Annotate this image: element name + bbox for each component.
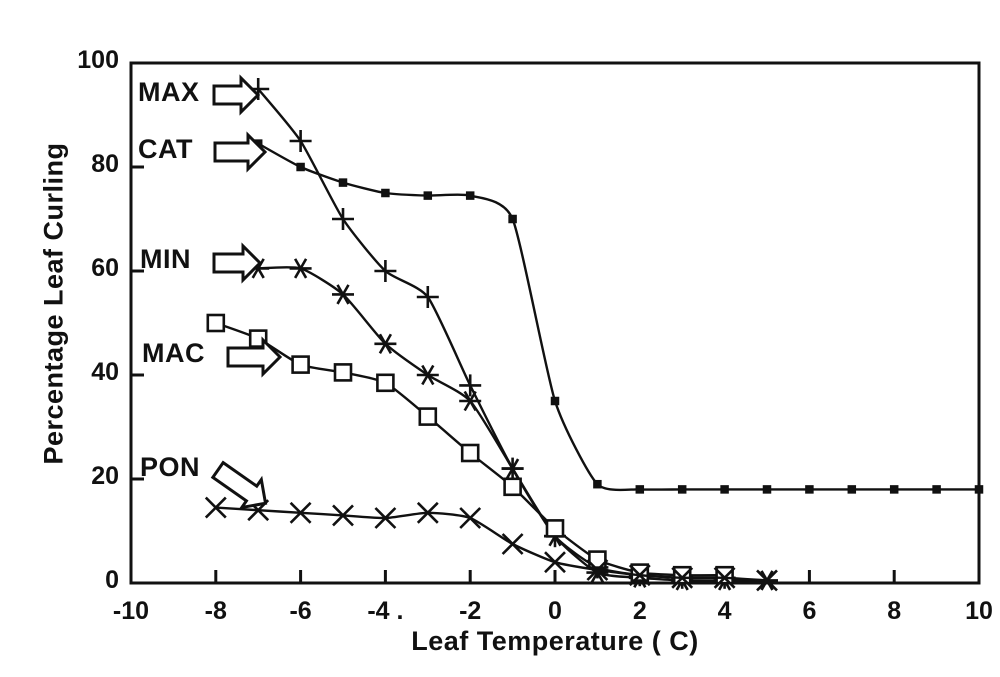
data-point-marker-pon <box>204 496 227 519</box>
data-point-marker-mac <box>672 565 692 585</box>
data-point-marker-min <box>505 458 520 479</box>
data-point-marker-pon <box>374 507 397 529</box>
data-point-marker-pon <box>586 559 609 581</box>
series-cat <box>253 139 984 494</box>
x-tick-label-0: 0 <box>548 597 562 625</box>
series-line-max <box>257 87 726 580</box>
y-tick-label-60: 60 <box>91 254 119 282</box>
x-tick-label-10: 10 <box>965 597 993 625</box>
data-point-marker-cat <box>423 191 433 200</box>
data-point-marker-pon <box>628 564 651 587</box>
annotation-arrow-min <box>212 242 263 284</box>
x-axis-label: Leaf Temperature ( C) <box>411 626 699 656</box>
series-line-cat <box>257 142 981 492</box>
series-line-min <box>257 266 769 582</box>
data-point-marker-cat <box>508 214 517 224</box>
series-annotation-label-max: MAX <box>138 77 200 107</box>
x-axis-label-container: Leaf Temperature ( C) <box>131 626 979 657</box>
annotation-arrow-pon <box>210 460 268 510</box>
x-tick-label--10: -10 <box>112 597 150 625</box>
data-point-marker-cat <box>847 485 857 494</box>
series-annotation-label-mac: MAC <box>142 338 205 368</box>
x-tick-label--4: -4 . <box>367 597 404 625</box>
y-axis-label: Percentage Leaf Curling <box>38 142 69 465</box>
y-tick-label-20: 20 <box>91 462 119 490</box>
data-point-marker-pon <box>544 551 566 574</box>
data-point-marker-mac <box>291 355 310 374</box>
data-point-marker-min <box>421 364 435 386</box>
x-tick-label--2: -2 <box>459 597 482 625</box>
series-min <box>247 258 778 591</box>
data-point-marker-mac <box>503 477 522 497</box>
data-point-marker-pon <box>501 533 524 555</box>
data-point-marker-cat <box>974 485 984 494</box>
data-point-marker-pon <box>671 566 694 589</box>
data-point-marker-cat <box>381 188 390 198</box>
data-point-marker-mac <box>545 519 565 538</box>
data-point-marker-pon <box>713 566 736 589</box>
x-tick-label-6: 6 <box>802 597 817 625</box>
series-max <box>247 78 736 589</box>
series-mac <box>206 313 734 585</box>
data-point-marker-min <box>378 333 393 354</box>
data-point-marker-cat <box>932 485 941 494</box>
data-point-marker-pon <box>332 504 354 527</box>
data-point-marker-cat <box>720 485 729 494</box>
data-point-marker-min <box>463 390 477 412</box>
data-point-marker-pon <box>416 501 439 524</box>
data-point-marker-cat <box>889 485 899 494</box>
y-tick-label-40: 40 <box>91 358 119 386</box>
series-annotation-label-pon: PON <box>140 452 201 482</box>
annotation-arrow-cat <box>213 131 268 173</box>
x-tick-label-4: 4 <box>717 597 732 625</box>
data-point-marker-cat <box>805 485 814 494</box>
x-tick-label-2: 2 <box>632 597 647 625</box>
data-point-marker-mac <box>460 443 480 463</box>
data-point-marker-min <box>251 258 265 279</box>
data-point-marker-mac <box>588 550 607 569</box>
data-point-marker-mac <box>376 373 395 393</box>
x-tick-label-8: 8 <box>887 597 902 625</box>
data-point-marker-cat <box>635 485 645 494</box>
x-tick-label--6: -6 <box>289 597 312 625</box>
data-point-marker-pon <box>289 501 312 524</box>
data-point-marker-pon <box>459 507 482 529</box>
data-point-marker-min <box>293 258 308 279</box>
annotation-arrow-mac <box>226 336 283 378</box>
data-point-marker-pon <box>756 569 778 592</box>
y-tick-label-80: 80 <box>91 150 119 178</box>
data-point-marker-mac <box>630 563 650 582</box>
annotation-arrow-max <box>212 74 261 116</box>
data-point-marker-cat <box>593 479 602 489</box>
data-point-marker-mac <box>418 407 438 426</box>
data-point-marker-mac <box>206 313 226 333</box>
data-point-marker-cat <box>465 191 475 200</box>
data-point-marker-mac <box>715 565 734 585</box>
data-point-marker-cat <box>338 178 348 187</box>
y-tick-label-100: 100 <box>77 46 119 74</box>
data-point-marker-cat <box>677 485 687 494</box>
series-pon <box>204 496 778 592</box>
data-point-marker-min <box>336 284 350 305</box>
x-tick-label--8: -8 <box>204 597 227 625</box>
y-tick-label-0: 0 <box>105 566 119 594</box>
series-annotation-label-min: MIN <box>140 244 191 274</box>
data-point-marker-cat <box>296 162 305 172</box>
data-point-marker-mac <box>333 363 353 382</box>
data-point-marker-cat <box>762 485 772 494</box>
data-point-marker-cat <box>550 396 560 406</box>
series-annotation-label-cat: CAT <box>138 134 193 164</box>
series-line-pon <box>214 506 769 582</box>
